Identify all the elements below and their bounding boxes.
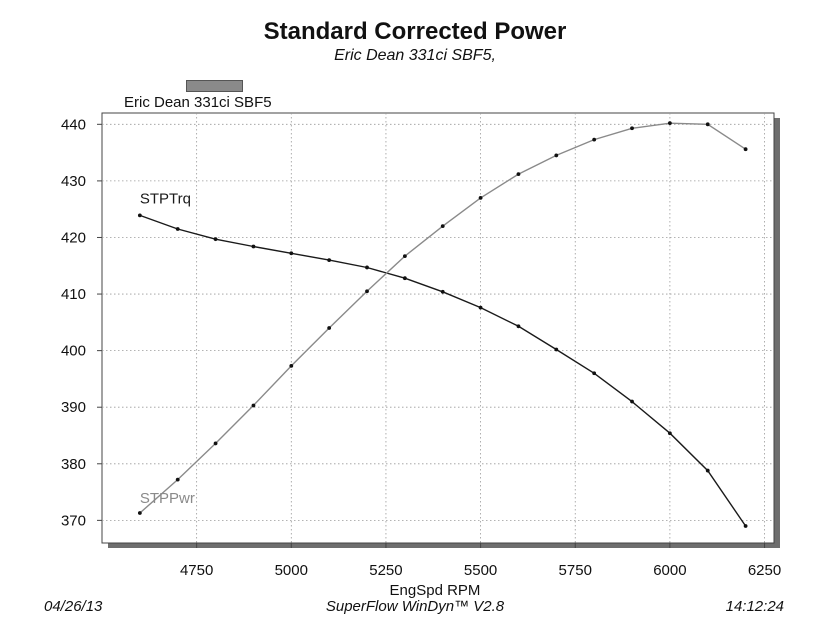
stptrq-point (365, 265, 369, 270)
stppwr-point (478, 195, 483, 200)
x-tick-label: 5500 (464, 562, 497, 579)
stptrq-point (327, 258, 332, 263)
y-tick-label: 440 (61, 116, 86, 133)
stptrq-point (213, 237, 218, 242)
stppwr-point (440, 224, 445, 229)
stppwr-point (175, 477, 180, 482)
plot-area (101, 112, 775, 544)
x-tick-label: 5000 (275, 562, 308, 579)
y-tick-label: 390 (61, 399, 86, 416)
stppwr-point (592, 137, 597, 142)
stptrq-point (516, 324, 521, 329)
stptrq-point (251, 244, 256, 249)
x-tick-label: 4750 (180, 562, 213, 579)
y-tick-label: 430 (61, 173, 86, 190)
chart-title: Standard Corrected Power (263, 18, 567, 45)
y-tick-label: 370 (61, 512, 86, 529)
stppwr-point (630, 126, 634, 131)
y-tick-label: 400 (61, 343, 86, 360)
stppwr-point (327, 326, 332, 330)
footer-date: 04/26/13 (44, 598, 103, 615)
stppwr-point (365, 289, 369, 294)
stptrq-label: STPTrq (140, 190, 191, 207)
stptrq-point (478, 305, 483, 310)
stptrq-point (137, 213, 142, 218)
stptrq-point (440, 289, 445, 294)
footer-time: 14:12:24 (725, 598, 784, 615)
x-tick-label: 5250 (369, 562, 402, 579)
stppwr-point (705, 122, 710, 127)
x-tick-label: 6000 (653, 562, 686, 579)
grid-lines (97, 113, 774, 548)
stppwr-point (289, 364, 294, 368)
chart-subtitle: Eric Dean 331ci SBF5, (334, 47, 496, 64)
footer-software: SuperFlow WinDyn™ V2.8 (325, 598, 505, 615)
stptrq-point (667, 431, 672, 436)
stppwr-point (554, 153, 559, 158)
stppwr-point (402, 254, 407, 259)
x-tick-label: 5750 (559, 562, 592, 579)
stptrq-point (705, 468, 710, 473)
stptrq-point (402, 276, 407, 281)
stptrq-point (175, 227, 180, 231)
stppwr-point (743, 147, 748, 152)
stptrq-point (592, 371, 597, 376)
stptrq-point (554, 347, 559, 352)
y-tick-label: 420 (61, 229, 86, 246)
x-axis-title: EngSpd RPM (390, 582, 481, 599)
stppwr-label: STPPwr (140, 490, 195, 507)
x-tick-label: 6250 (748, 562, 781, 579)
stppwr-point (137, 511, 142, 515)
stppwr-point (667, 121, 672, 126)
stptrq-point (630, 399, 634, 404)
stppwr-point (251, 403, 256, 408)
legend-swatch (186, 80, 243, 92)
axis-tick-labels: 4750 5000 5250 5500 5750 6000 6250 370 380 390 400… (61, 116, 781, 579)
legend-label: Eric Dean 331ci SBF5 (124, 94, 272, 111)
stptrq-point (743, 524, 748, 528)
stppwr-point (516, 172, 521, 177)
y-tick-label: 410 (61, 286, 86, 303)
series-layer: STPTrq STPPwr (137, 121, 748, 528)
stptrq-point (289, 251, 294, 256)
y-tick-label: 380 (61, 456, 86, 473)
stppwr-point (213, 441, 218, 446)
